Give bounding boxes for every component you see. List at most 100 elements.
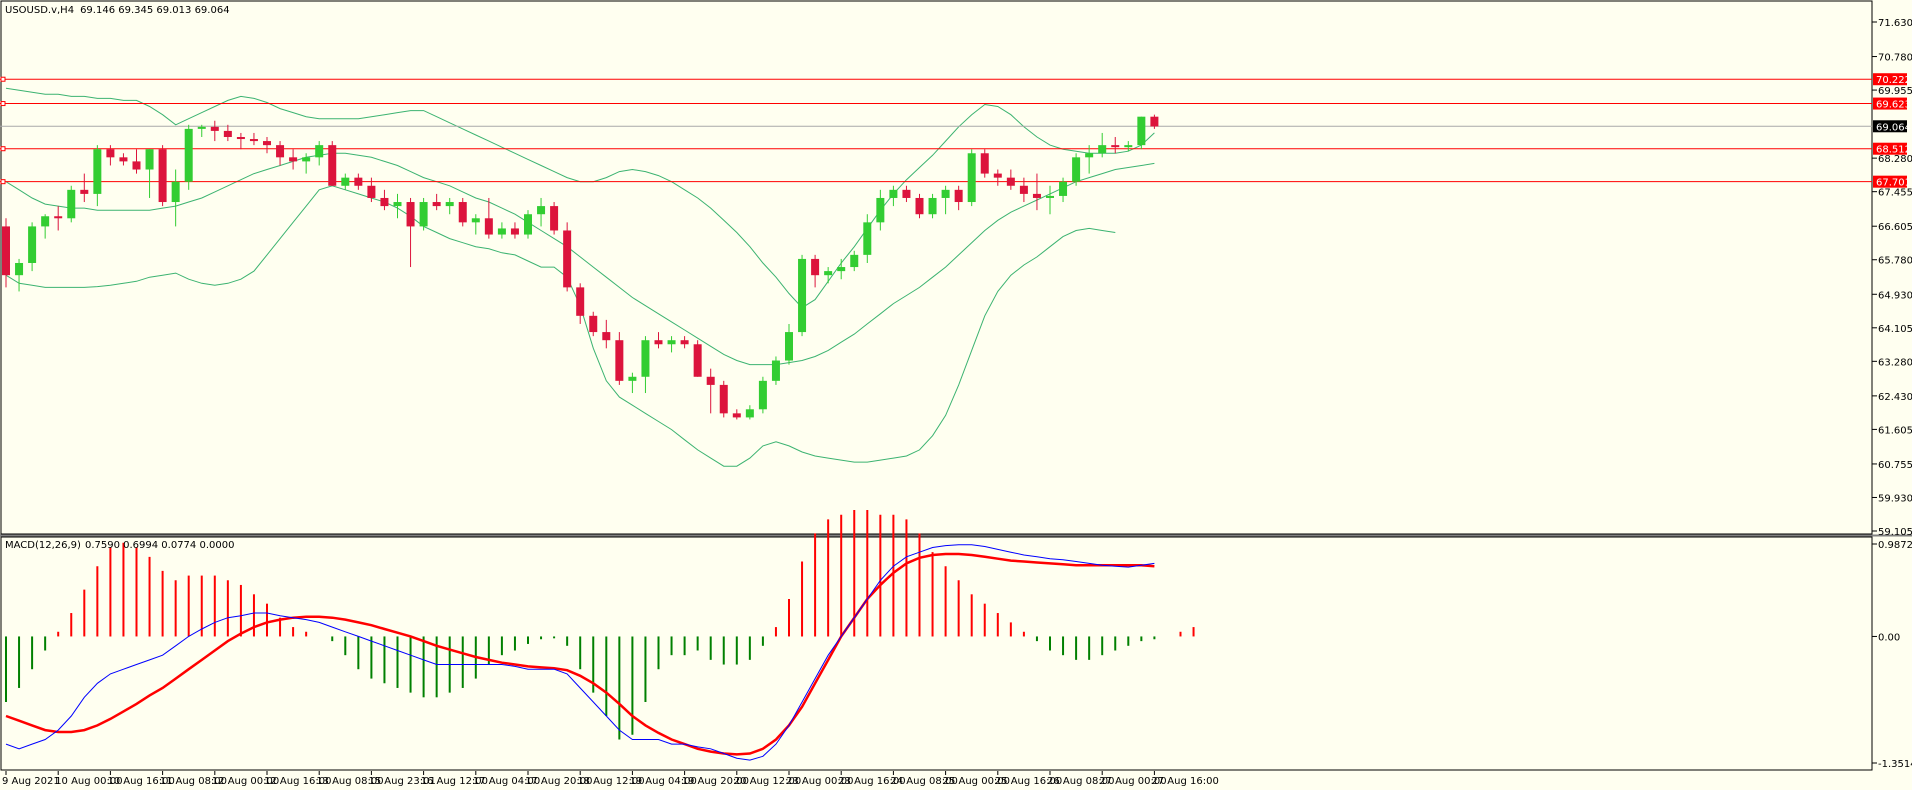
bull-candle xyxy=(197,126,206,129)
price-tick-label: 60.755 xyxy=(1878,460,1912,471)
price-tick-label: 71.630 xyxy=(1878,18,1912,29)
bear-candle xyxy=(589,315,598,333)
bear-candle xyxy=(1150,116,1159,127)
price-tick-label: 62.430 xyxy=(1878,392,1912,403)
price-tick-label: 63.280 xyxy=(1878,357,1912,368)
bull-candle xyxy=(145,149,154,170)
time-tick-label: 15 Aug 23:01 xyxy=(368,776,435,787)
bull-candle xyxy=(758,380,767,410)
bear-candle xyxy=(1019,185,1028,194)
bear-candle xyxy=(1032,193,1041,198)
bull-candle xyxy=(341,177,350,186)
time-tick-label: 24 Aug 08:00 xyxy=(890,776,957,787)
symbol-label: USOUSD.v,H4 xyxy=(5,5,74,16)
time-tick-label: 10 Aug 00:00 xyxy=(55,776,122,787)
level-price-tag xyxy=(1873,175,1907,188)
bull-candle xyxy=(1137,116,1146,146)
horizontal-levels[interactable] xyxy=(0,76,1872,185)
time-tick-label: 19 Aug 04:00 xyxy=(629,776,696,787)
price-tick-label: 59.930 xyxy=(1878,493,1912,504)
macd-pane-border xyxy=(0,536,1873,771)
current-price-tag xyxy=(1873,120,1907,133)
bull-candle xyxy=(1098,145,1107,154)
bear-candle xyxy=(354,177,363,186)
bull-candle xyxy=(393,202,402,207)
time-tick-label: 25 Aug 16:00 xyxy=(995,776,1062,787)
bull-candle xyxy=(850,254,859,268)
bull-candle xyxy=(171,181,180,203)
bear-candle xyxy=(615,340,624,381)
time-tick-label: 20 Aug 12:00 xyxy=(734,776,801,787)
bear-candle xyxy=(811,258,820,276)
bull-candle xyxy=(67,189,76,219)
bear-candle xyxy=(432,202,441,207)
bull-candle xyxy=(745,409,754,418)
bull-candle xyxy=(967,153,976,203)
bear-candle xyxy=(680,340,689,345)
bear-candle xyxy=(654,340,663,345)
bear-candle xyxy=(902,189,911,198)
price-axis: 71.630 70.780 69.955 68.280 67.455 66.605 65.7… xyxy=(1872,18,1912,538)
bull-candle xyxy=(445,202,454,207)
macd-values: 0.7590 0.6994 0.0774 0.0000 xyxy=(85,540,235,551)
macd-main-line xyxy=(5,544,1155,761)
time-tick-label: 23 Aug 16:00 xyxy=(838,776,905,787)
ohlc-values: 69.146 69.345 69.013 69.064 xyxy=(80,5,230,16)
level-price-tag xyxy=(1873,142,1907,155)
bear-candle xyxy=(210,126,219,131)
macd-indicator xyxy=(5,510,1195,761)
level-price-tag xyxy=(1873,97,1907,110)
bull-candle xyxy=(315,145,324,158)
level-anchor xyxy=(0,146,6,152)
bull-candle xyxy=(628,376,637,381)
current-price-text: 69.064 xyxy=(1876,122,1911,133)
bear-candle xyxy=(236,137,245,140)
time-tick-label: 17 Aug 04:00 xyxy=(473,776,540,787)
bull-candle xyxy=(824,271,833,276)
price-tick-label: 70.780 xyxy=(1878,53,1912,64)
bull-candle xyxy=(876,197,885,223)
macd-tick-label: -1.3514 xyxy=(1878,759,1912,770)
macd-tick-label: 0.9872 xyxy=(1878,540,1912,551)
bear-candle xyxy=(106,149,115,158)
bear-candle xyxy=(550,206,559,231)
macd-tick-label: 0.00 xyxy=(1878,632,1900,643)
bear-candle xyxy=(510,228,519,235)
bull-candle xyxy=(1046,195,1054,198)
price-tick-label: 68.280 xyxy=(1878,154,1912,165)
bull-candle xyxy=(41,216,50,227)
price-tick-label: 59.105 xyxy=(1878,527,1912,538)
time-tick-label: 12 Aug 16:00 xyxy=(264,776,331,787)
bull-candle xyxy=(837,267,846,272)
level-price-text: 67.701 xyxy=(1876,178,1911,189)
bull-candle xyxy=(889,189,898,198)
bb-lower-line xyxy=(5,185,1116,467)
time-tick-label: 13 Aug 08:00 xyxy=(316,776,383,787)
level-anchor xyxy=(0,179,6,185)
bull-candle xyxy=(771,360,780,381)
time-tick-label: 9 Aug 2021 xyxy=(2,776,60,787)
bull-candle xyxy=(524,214,532,235)
bull-candle xyxy=(497,228,506,235)
price-tick-label: 64.930 xyxy=(1878,290,1912,301)
time-tick-label: 25 Aug 00:00 xyxy=(943,776,1010,787)
bear-candle xyxy=(719,384,728,414)
bull-candle xyxy=(184,128,193,182)
macd-label: MACD(12,26,9) xyxy=(5,540,81,551)
bull-candle xyxy=(302,157,311,162)
time-tick-label: 16 Aug 12:00 xyxy=(421,776,488,787)
level-anchor xyxy=(0,76,6,82)
bear-candle xyxy=(406,202,415,227)
bull-candle xyxy=(1059,181,1068,196)
level-price-text: 68.512 xyxy=(1876,145,1911,156)
level-price-text: 69.623 xyxy=(1876,100,1911,111)
bull-candle xyxy=(15,262,24,276)
level-price-text: 70.222 xyxy=(1876,75,1911,86)
bull-candle xyxy=(28,226,37,263)
bear-candle xyxy=(484,218,493,235)
bear-candle xyxy=(249,139,258,142)
time-tick-label: 11 Aug 08:00 xyxy=(160,776,227,787)
bull-candle xyxy=(863,222,872,255)
